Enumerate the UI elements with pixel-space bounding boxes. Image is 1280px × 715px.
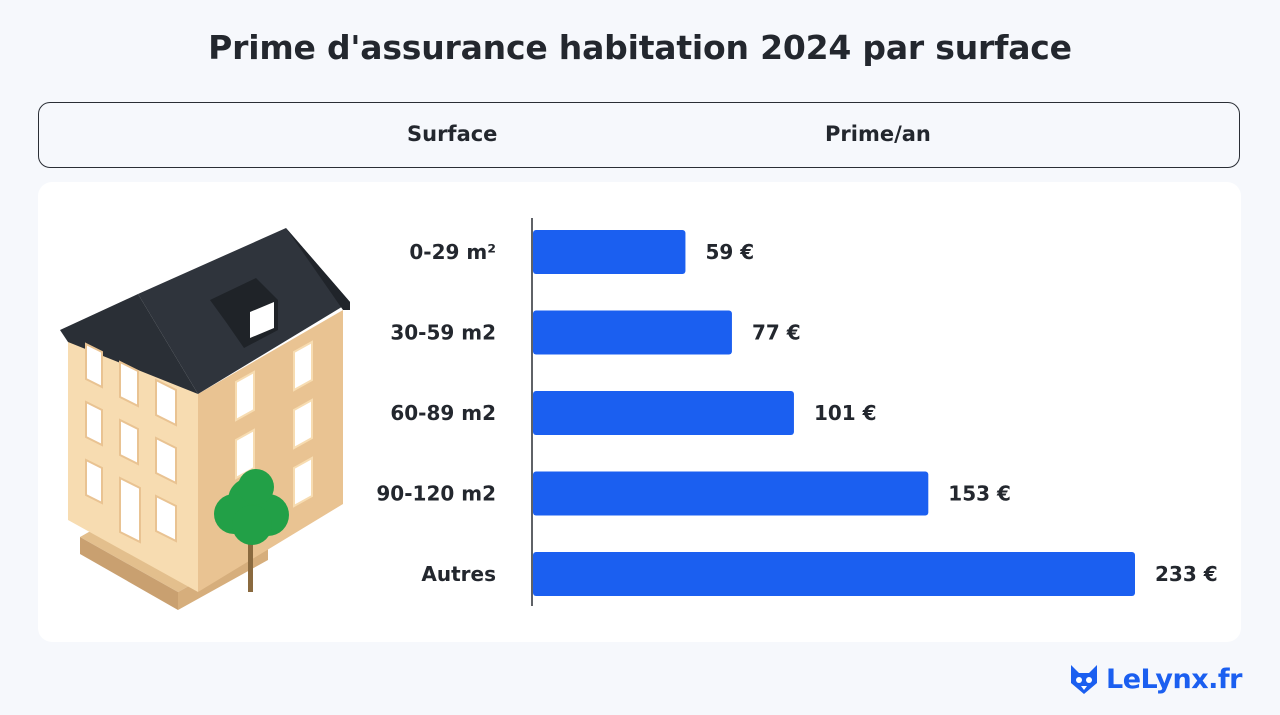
logo-text: LeLynx.fr	[1106, 663, 1242, 695]
building-illustration	[60, 228, 350, 610]
bar	[533, 471, 929, 516]
bar	[533, 310, 732, 355]
lelynx-logo: LeLynx.fr	[1068, 659, 1242, 699]
chart-panel: 0-29 m² 30-59 m2 60-89 m2 90-120 m2 Autres 5…	[38, 182, 1241, 642]
page-title: Prime d'assurance habitation 2024 par su…	[208, 28, 1072, 67]
tree-trunk	[248, 517, 253, 592]
category-label: 30-59 m2	[390, 321, 496, 345]
category-label: Autres	[421, 562, 496, 586]
category-label: 0-29 m²	[409, 240, 496, 264]
lynx-head-icon	[1071, 665, 1097, 694]
bar	[533, 230, 686, 274]
category-label: 60-89 m2	[390, 401, 496, 425]
value-label: 59 €	[705, 240, 754, 264]
header-prime: Prime/an	[825, 122, 931, 146]
bar	[533, 391, 794, 435]
category-label: 90-120 m2	[376, 482, 496, 506]
value-label: 77 €	[752, 321, 801, 345]
value-label: 101 €	[814, 401, 877, 425]
bar-chart: 0-29 m² 30-59 m2 60-89 m2 90-120 m2 Autres 5…	[376, 218, 1218, 606]
tree-icon	[214, 469, 289, 545]
header-surface: Surface	[407, 122, 498, 146]
table-header: Surface Prime/an	[38, 102, 1240, 168]
bar	[533, 552, 1135, 596]
value-label: 153 €	[948, 482, 1011, 506]
value-label: 233 €	[1155, 562, 1218, 586]
